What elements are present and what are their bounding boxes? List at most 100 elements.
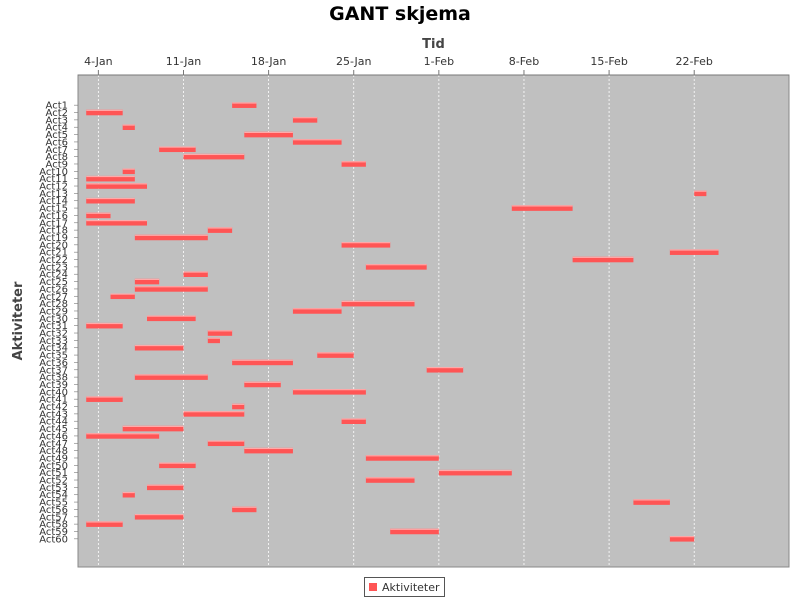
task-bar	[122, 168, 135, 175]
task-bar-highlight	[159, 146, 196, 148]
task-bar-highlight	[426, 367, 464, 369]
task-label: Act47	[39, 439, 68, 450]
task-bar	[110, 293, 135, 300]
task-bar	[572, 256, 634, 263]
x-tick-label: 22-Feb	[675, 55, 712, 68]
task-label: Act12	[39, 182, 68, 193]
task-bar	[86, 322, 123, 329]
task-label: Act24	[39, 270, 68, 281]
task-bar-highlight	[341, 161, 366, 163]
task-bar-highlight	[244, 447, 293, 450]
task-bar-highlight	[317, 352, 354, 354]
x-tick-label: 11-Jan	[166, 55, 202, 68]
task-bar	[633, 499, 670, 505]
task-label: Act9	[46, 159, 68, 170]
task-bar-highlight	[244, 131, 293, 133]
task-bar	[86, 521, 123, 527]
task-bar-highlight	[232, 359, 293, 361]
task-label: Act21	[39, 248, 68, 259]
task-bar-highlight	[207, 227, 233, 229]
task-bar-highlight	[438, 469, 512, 472]
task-bar	[86, 109, 123, 116]
task-label: Act4	[46, 123, 68, 134]
task-label: Act5	[46, 130, 68, 141]
task-bar	[438, 469, 512, 476]
x-tick-label: 8-Feb	[509, 55, 539, 68]
task-bar-highlight	[86, 220, 148, 222]
task-label: Act30	[39, 314, 68, 325]
task-label: Act16	[39, 211, 68, 222]
task-bar-highlight	[122, 491, 135, 494]
task-label: Act40	[39, 387, 68, 398]
task-label: Act10	[39, 167, 68, 178]
x-axis-label: Tid	[422, 37, 445, 52]
task-bar-highlight	[341, 242, 391, 244]
task-bar	[232, 506, 257, 513]
task-label: Act56	[39, 505, 68, 516]
task-bar	[292, 389, 366, 395]
task-bar	[134, 374, 208, 380]
task-label: Act29	[39, 306, 68, 317]
task-label: Act46	[39, 431, 68, 442]
task-label: Act15	[39, 204, 68, 215]
task-bar	[317, 352, 354, 358]
task-bar-highlight	[365, 264, 427, 266]
task-bar-highlight	[292, 389, 366, 391]
legend-label: Aktiviteter	[382, 580, 440, 594]
task-bar	[244, 131, 293, 138]
task-label: Act49	[39, 453, 68, 464]
task-bar	[86, 212, 111, 219]
task-label: Act32	[39, 329, 68, 340]
task-bar	[207, 227, 233, 233]
task-bar	[694, 190, 707, 197]
task-bar-highlight	[134, 374, 208, 376]
task-label: Act20	[39, 240, 68, 251]
task-bar	[147, 315, 196, 322]
task-bar	[86, 220, 148, 226]
task-label: Act58	[39, 520, 68, 531]
task-bar	[183, 411, 245, 417]
task-bar-highlight	[134, 278, 160, 280]
task-bar-highlight	[86, 212, 111, 214]
task-bar-highlight	[147, 315, 196, 317]
task-bar	[86, 183, 148, 189]
task-bar	[669, 249, 719, 255]
task-bar-highlight	[134, 344, 184, 347]
task-bar-highlight	[572, 256, 634, 258]
task-label: Act28	[39, 299, 68, 310]
task-bar-highlight	[183, 411, 245, 413]
task-bar-highlight	[292, 308, 342, 310]
task-label: Act22	[39, 255, 68, 266]
task-label: Act57	[39, 512, 68, 523]
task-bar-highlight	[86, 183, 148, 185]
task-label: Act14	[39, 196, 68, 207]
task-bar	[134, 514, 184, 520]
task-label: Act42	[39, 402, 68, 413]
task-bar-highlight	[244, 381, 281, 383]
task-bar-highlight	[86, 109, 123, 111]
task-bar-highlight	[669, 249, 719, 251]
task-bar	[511, 205, 573, 211]
task-bar	[134, 286, 208, 292]
task-label: Act53	[39, 483, 68, 494]
task-bar-highlight	[341, 418, 366, 420]
task-bar-highlight	[669, 536, 695, 538]
task-bar-highlight	[341, 300, 415, 303]
task-bar	[86, 197, 135, 204]
task-label: Act23	[39, 262, 68, 273]
task-label: Act13	[39, 189, 68, 200]
task-bar	[134, 278, 160, 285]
task-bar	[341, 418, 366, 424]
task-label: Act33	[39, 336, 68, 347]
task-bar-highlight	[633, 499, 670, 501]
task-label: Act8	[46, 152, 68, 163]
task-bar-highlight	[159, 462, 196, 464]
task-bar-highlight	[86, 521, 123, 523]
task-label: Act44	[39, 417, 68, 428]
task-bar-highlight	[134, 234, 208, 236]
task-bar	[207, 337, 220, 344]
task-bar-highlight	[122, 168, 135, 170]
task-bar-highlight	[207, 440, 245, 442]
task-label: Act1	[46, 101, 68, 112]
